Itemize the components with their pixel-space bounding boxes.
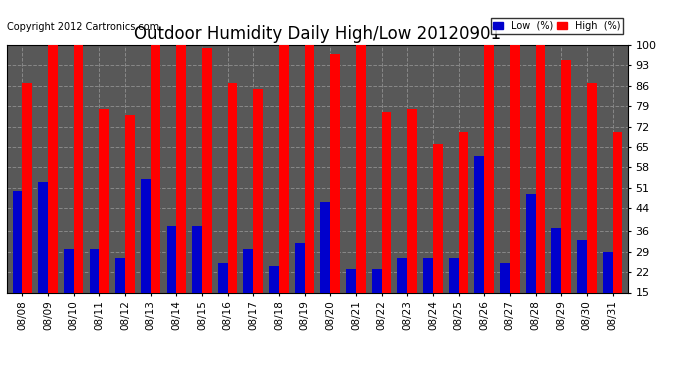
Bar — [526, 194, 535, 292]
Bar — [320, 202, 331, 292]
Bar — [586, 83, 597, 292]
Title: Outdoor Humidity Daily High/Low 20120901: Outdoor Humidity Daily High/Low 20120901 — [134, 26, 501, 44]
Bar — [304, 45, 315, 292]
Bar — [535, 45, 545, 292]
Bar — [150, 45, 160, 292]
Bar — [279, 45, 288, 292]
Bar — [295, 243, 304, 292]
Bar — [331, 54, 340, 292]
Bar — [577, 240, 586, 292]
Bar — [433, 144, 442, 292]
Bar — [407, 109, 417, 292]
Bar — [269, 266, 279, 292]
Bar — [48, 45, 58, 292]
Text: Copyright 2012 Cartronics.com: Copyright 2012 Cartronics.com — [7, 22, 159, 33]
Bar — [166, 225, 176, 292]
Bar — [244, 249, 253, 292]
Bar — [500, 263, 510, 292]
Bar — [397, 258, 407, 292]
Bar — [613, 132, 622, 292]
Bar — [448, 258, 459, 292]
Bar — [12, 190, 22, 292]
Bar — [99, 109, 109, 292]
Bar — [561, 60, 571, 292]
Bar — [115, 258, 125, 292]
Bar — [176, 45, 186, 292]
Bar — [510, 45, 520, 292]
Bar — [38, 182, 48, 292]
Bar — [475, 156, 484, 292]
Bar — [484, 45, 494, 292]
Bar — [459, 132, 469, 292]
Bar — [202, 48, 212, 292]
Legend: Low  (%), High  (%): Low (%), High (%) — [491, 18, 623, 33]
Bar — [125, 115, 135, 292]
Bar — [551, 228, 561, 292]
Bar — [22, 83, 32, 292]
Bar — [74, 45, 83, 292]
Bar — [356, 45, 366, 292]
Bar — [603, 252, 613, 292]
Bar — [423, 258, 433, 292]
Bar — [64, 249, 74, 292]
Bar — [218, 263, 228, 292]
Bar — [382, 112, 391, 292]
Bar — [193, 225, 202, 292]
Bar — [372, 269, 382, 292]
Bar — [90, 249, 99, 292]
Bar — [253, 88, 263, 292]
Bar — [346, 269, 356, 292]
Bar — [228, 83, 237, 292]
Bar — [141, 179, 150, 292]
